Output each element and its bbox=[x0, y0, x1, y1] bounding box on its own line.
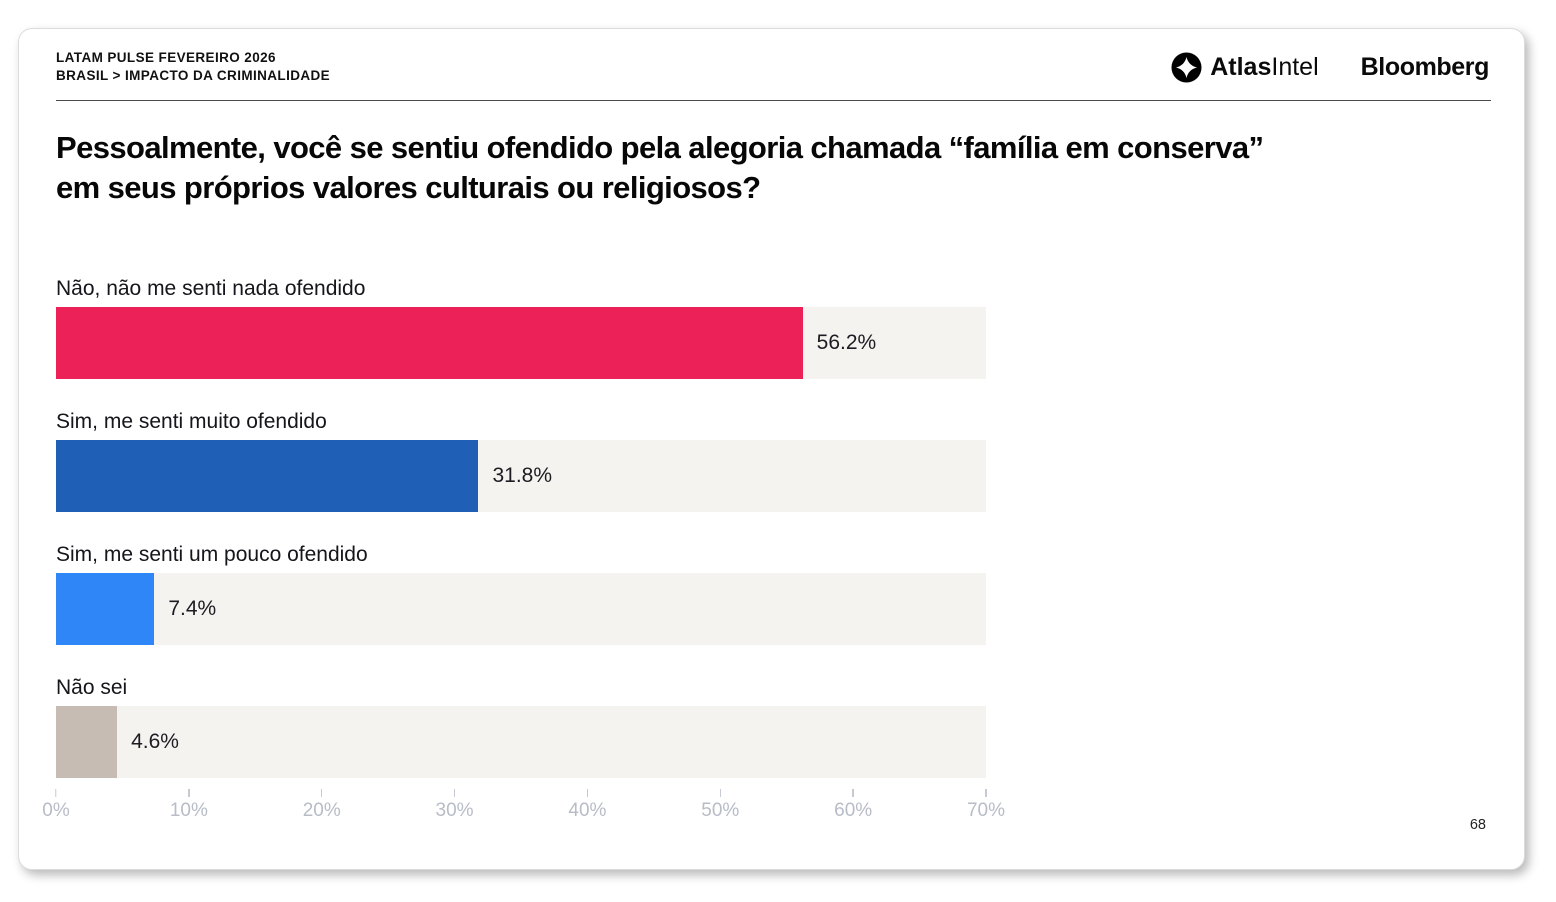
bar-chart: Não, não me senti nada ofendido 56.2% Si… bbox=[56, 277, 986, 809]
x-tick-mark bbox=[719, 789, 722, 797]
bar-row: Não, não me senti nada ofendido 56.2% bbox=[56, 277, 986, 379]
breadcrumb: BRASIL > IMPACTO DA CRIMINALIDADE bbox=[56, 68, 331, 83]
x-tick: 0% bbox=[42, 789, 70, 822]
question-title: Pessoalmente, você se sentiu ofendido pe… bbox=[56, 130, 1264, 205]
bar-segment bbox=[56, 440, 479, 512]
bar-track: 56.2% bbox=[56, 307, 986, 379]
bar-track: 31.8% bbox=[56, 440, 986, 512]
x-axis: 0% 10% 20% 30% 40% 50% 60% 70% bbox=[42, 789, 1005, 831]
report-kicker: LATAM PULSE FEVEREIRO 2026 BRASIL > IMPA… bbox=[56, 49, 330, 85]
value-label: 56.2% bbox=[816, 331, 877, 354]
category-label: Não, não me senti nada ofendido bbox=[56, 277, 366, 300]
x-tick: 50% bbox=[701, 789, 739, 822]
x-tick-label: 60% bbox=[834, 800, 873, 821]
atlasintel-wordmark-regular: Intel bbox=[1271, 52, 1319, 81]
atlasintel-wordmark-bold: Atlas bbox=[1210, 52, 1272, 81]
x-tick-mark bbox=[188, 789, 190, 797]
category-label: Sim, me senti muito ofendido bbox=[56, 410, 327, 433]
header-divider bbox=[56, 100, 1491, 101]
x-tick-label: 50% bbox=[701, 800, 740, 821]
x-tick-mark bbox=[852, 789, 854, 797]
x-tick-label: 30% bbox=[435, 800, 474, 821]
x-tick-label: 0% bbox=[42, 800, 70, 821]
x-tick: 40% bbox=[568, 789, 606, 822]
category-label: Sim, me senti um pouco ofendido bbox=[56, 543, 368, 566]
page-number: 68 bbox=[1469, 817, 1486, 833]
x-tick-mark bbox=[586, 789, 589, 797]
x-tick: 20% bbox=[303, 789, 341, 822]
x-tick-mark bbox=[320, 789, 323, 797]
value-label: 31.8% bbox=[492, 464, 553, 487]
slide-card: LATAM PULSE FEVEREIRO 2026 BRASIL > IMPA… bbox=[18, 28, 1525, 870]
atlasintel-logo: AtlasIntel bbox=[1171, 51, 1319, 83]
bar-row: Sim, me senti um pouco ofendido 7.4% bbox=[56, 543, 986, 645]
x-tick-label: 70% bbox=[966, 800, 1006, 821]
slide-content: LATAM PULSE FEVEREIRO 2026 BRASIL > IMPA… bbox=[19, 29, 1524, 869]
bar-row: Sim, me senti muito ofendido 31.8% bbox=[56, 410, 986, 512]
x-tick: 70% bbox=[967, 789, 1005, 822]
x-tick-label: 40% bbox=[568, 800, 607, 821]
logos: AtlasIntel Bloomberg bbox=[1171, 51, 1490, 83]
value-label: 4.6% bbox=[131, 730, 179, 753]
x-tick-label: 10% bbox=[169, 800, 208, 821]
x-tick-mark bbox=[453, 789, 456, 797]
bar-track: 4.6% bbox=[56, 706, 986, 778]
x-tick-mark bbox=[55, 789, 57, 797]
x-tick: 10% bbox=[170, 789, 208, 822]
x-tick: 30% bbox=[436, 789, 474, 822]
header: LATAM PULSE FEVEREIRO 2026 BRASIL > IMPA… bbox=[56, 49, 1489, 85]
bloomberg-logo: Bloomberg bbox=[1360, 52, 1490, 81]
atlasintel-icon bbox=[1171, 51, 1202, 83]
bar-segment bbox=[56, 706, 118, 778]
category-label: Não sei bbox=[56, 676, 128, 699]
x-tick-label: 20% bbox=[302, 800, 341, 821]
bar-segment bbox=[56, 573, 155, 645]
x-tick-mark bbox=[985, 789, 987, 797]
value-label: 7.4% bbox=[168, 597, 217, 620]
atlasintel-wordmark: AtlasIntel bbox=[1210, 53, 1318, 82]
bar-track: 7.4% bbox=[56, 573, 986, 645]
x-tick: 60% bbox=[834, 789, 872, 822]
bar-row: Não sei 4.6% bbox=[56, 676, 986, 778]
report-title: LATAM PULSE FEVEREIRO 2026 bbox=[56, 50, 276, 65]
bar-segment bbox=[56, 307, 803, 379]
